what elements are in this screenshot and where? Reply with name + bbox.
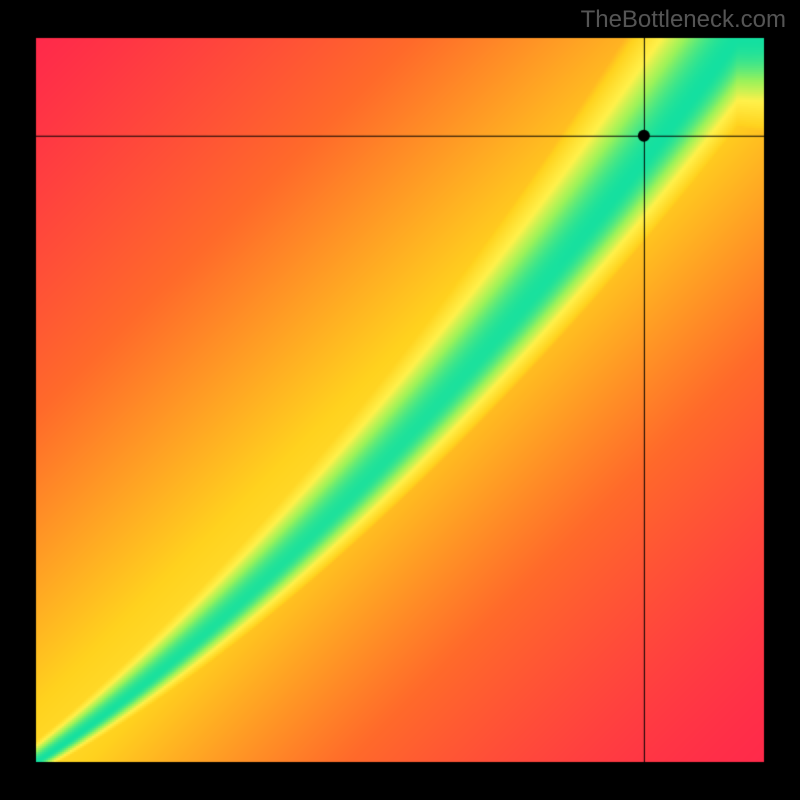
heatmap-canvas (0, 0, 800, 800)
watermark-text: TheBottleneck.com (581, 6, 786, 34)
chart-container: TheBottleneck.com (0, 0, 800, 800)
